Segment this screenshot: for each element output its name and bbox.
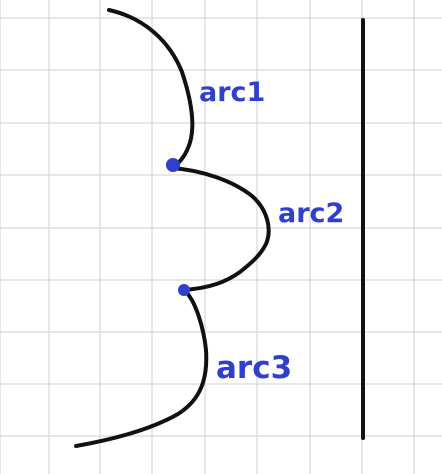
arc1-curve — [107, 8, 195, 170]
arc2-curve — [170, 166, 271, 292]
arc2-label: arc2 — [278, 198, 344, 229]
junction-point-1 — [166, 158, 180, 172]
arc3-curve — [74, 288, 209, 448]
arc3-label: arc3 — [216, 350, 292, 386]
junction-point-2 — [178, 284, 190, 296]
arc1-label: arc1 — [199, 77, 265, 108]
